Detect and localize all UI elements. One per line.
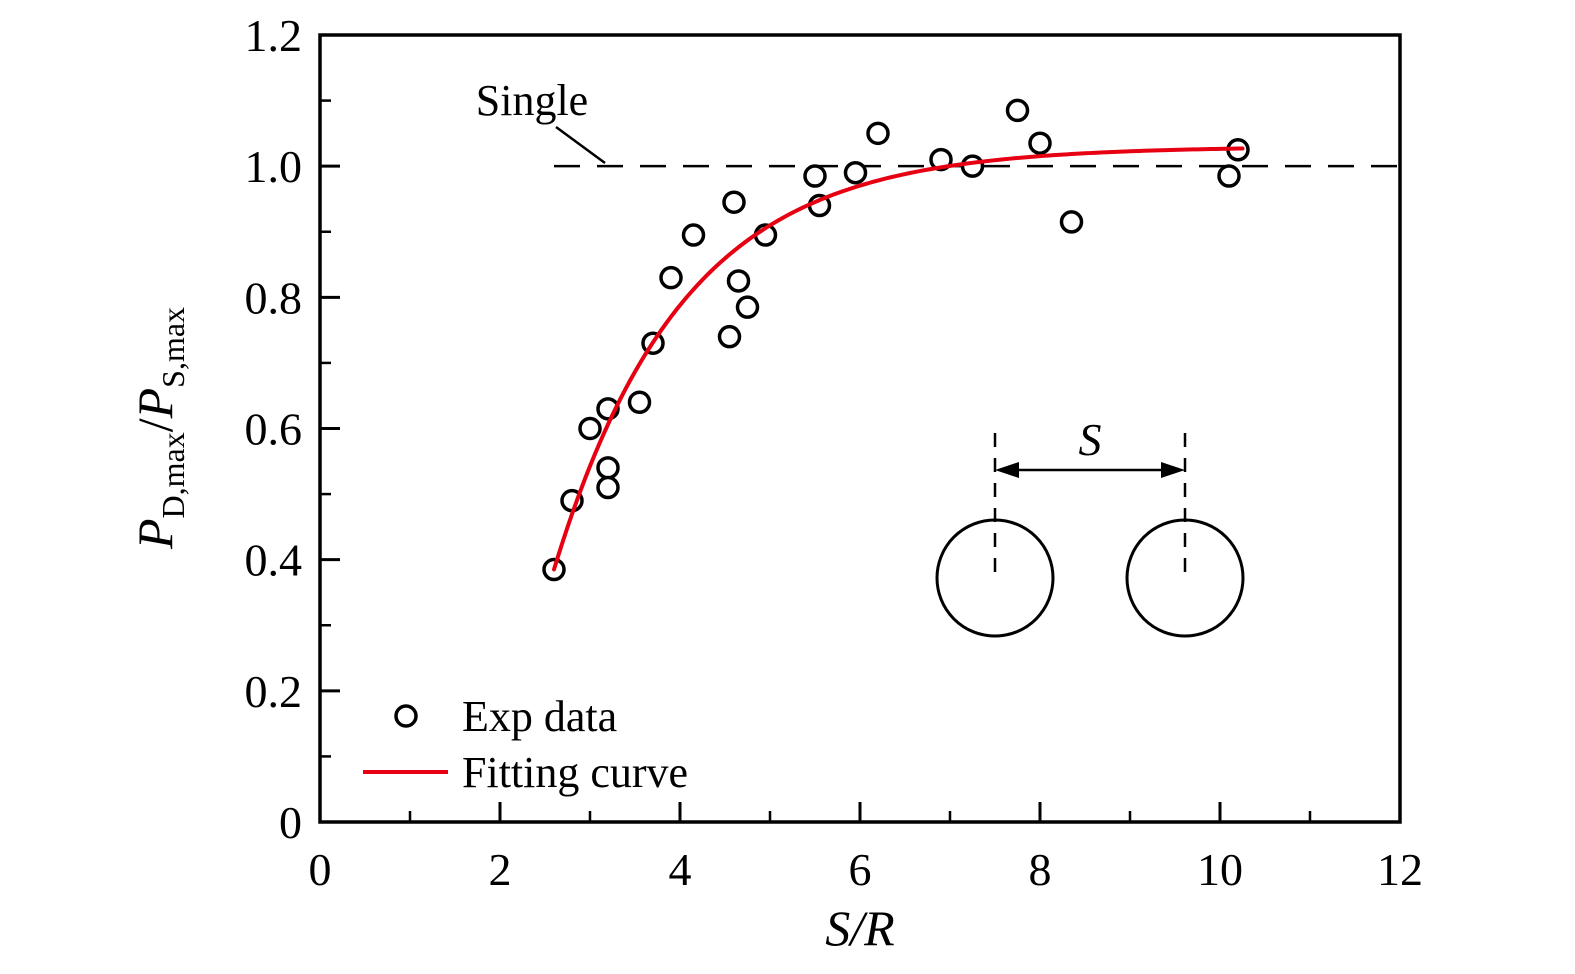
legend-label-fitting-curve: Fitting curve (462, 748, 688, 797)
data-point (960, 154, 985, 178)
y-tick-label: 0.4 (245, 535, 303, 586)
x-tick-label: 12 (1377, 844, 1423, 895)
y-tick-label: 0.8 (245, 272, 303, 323)
x-tick-label: 0 (309, 844, 332, 895)
x-tick-label: 4 (669, 844, 692, 895)
data-point (1059, 210, 1084, 234)
data-point (596, 475, 620, 500)
data-point (726, 269, 751, 293)
data-point (1005, 98, 1030, 123)
y-tick-label: 1.0 (245, 141, 303, 192)
data-point (866, 121, 890, 146)
data-point (596, 456, 620, 480)
x-axis-label: S/R (825, 900, 894, 956)
y-tick-label: 0 (279, 797, 302, 848)
data-point (578, 416, 602, 441)
fitting-curve-line (552, 146, 1245, 572)
x-tick-label: 8 (1029, 844, 1052, 895)
data-point (843, 160, 868, 185)
inset-diagram: S (935, 414, 1245, 638)
data-point (803, 164, 827, 188)
legend-label-exp-data: Exp data (462, 692, 617, 741)
y-tick-label: 0.6 (245, 404, 303, 455)
x-tick-label: 6 (849, 844, 872, 895)
single-pointer-line (555, 125, 606, 165)
data-point (659, 265, 683, 290)
single-annotation-label: Single (476, 76, 588, 125)
data-point (1028, 131, 1052, 155)
x-tick-label: 10 (1197, 844, 1243, 895)
inset-spacing-label: S (1079, 414, 1102, 465)
legend: Exp data Fitting curve (363, 692, 688, 797)
data-series-group (542, 98, 1250, 582)
inset-arrowhead-left (995, 462, 1019, 478)
data-point (1217, 164, 1241, 188)
legend-marker-exp-data (394, 704, 418, 728)
y-tick-label: 0.2 (245, 666, 303, 717)
data-point (717, 324, 742, 349)
data-point (735, 295, 760, 319)
plot-frame (318, 33, 1402, 824)
y-tick-label: 1.2 (245, 10, 303, 61)
axis-tick-labels: 0 2 4 6 8 10 12 0 0.2 0.4 0.6 0.8 1.0 1.2 (245, 10, 1424, 895)
data-point (722, 190, 746, 214)
y-axis-label: PD,max/PS,max (127, 307, 191, 550)
data-point (681, 223, 706, 247)
data-point (627, 390, 652, 415)
x-tick-label: 2 (489, 844, 512, 895)
inset-arrowhead-right (1161, 462, 1185, 478)
